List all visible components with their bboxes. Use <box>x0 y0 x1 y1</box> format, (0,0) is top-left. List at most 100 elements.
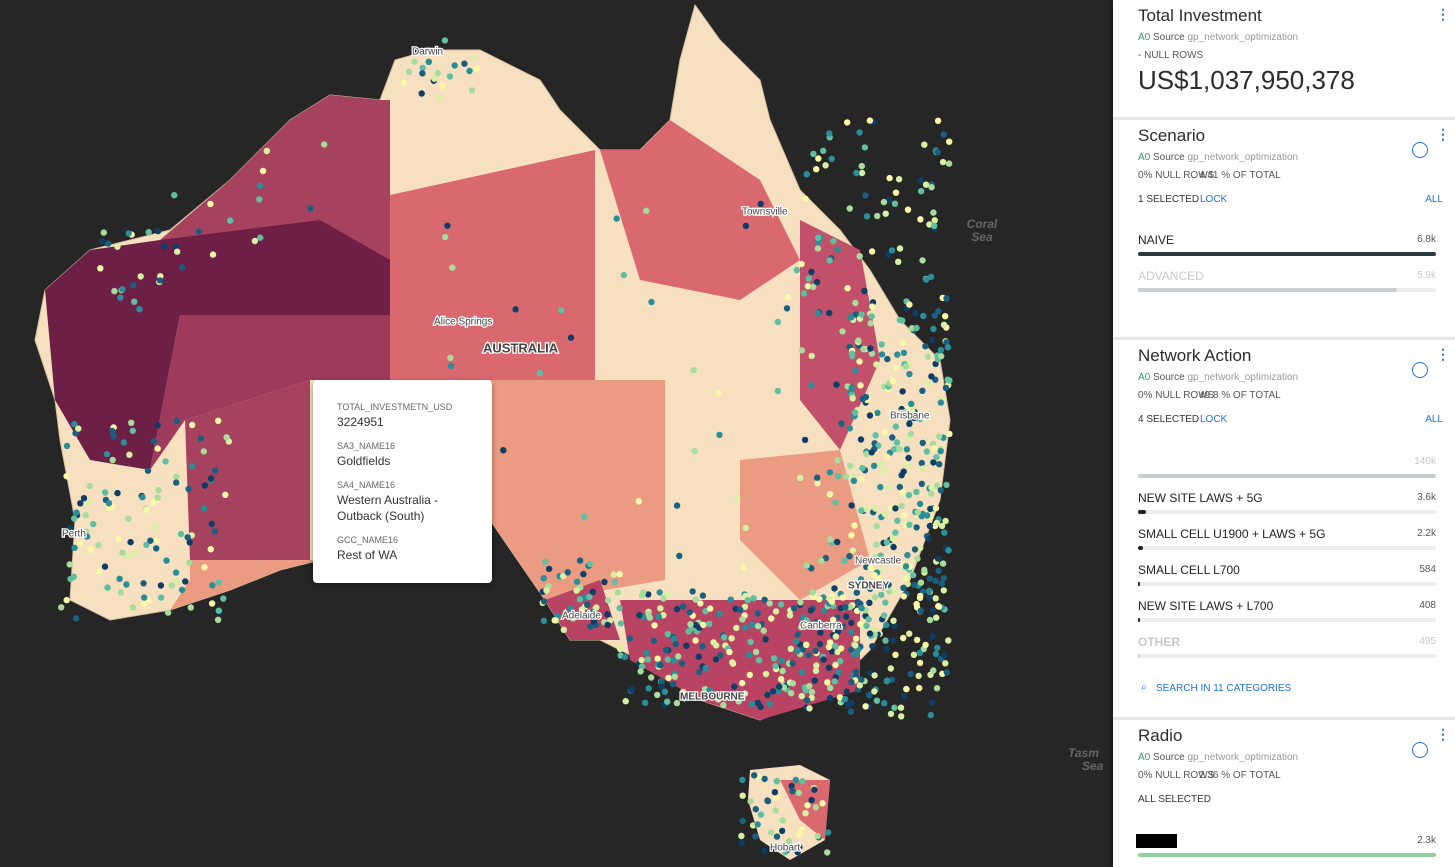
widget-menu[interactable]: ⋮ <box>1436 726 1450 742</box>
site-dot <box>536 369 543 377</box>
category-name[interactable]: ADVANCED <box>1138 269 1204 283</box>
site-dot <box>692 621 700 629</box>
category-bar[interactable] <box>1138 582 1140 586</box>
site-dot <box>866 117 874 124</box>
site-dot <box>945 637 952 644</box>
site-dot <box>916 594 924 602</box>
site-dot <box>917 607 924 615</box>
site-dot <box>912 310 919 317</box>
all-button[interactable]: ALL <box>1425 194 1443 205</box>
site-dot <box>70 573 78 580</box>
site-dot <box>945 160 953 167</box>
site-dot <box>617 620 625 627</box>
region <box>600 120 800 300</box>
site-dot <box>877 552 884 559</box>
site-dot <box>808 796 815 804</box>
widget-menu[interactable]: ⋮ <box>1436 6 1450 22</box>
site-dot <box>162 458 169 465</box>
site-dot <box>783 305 791 312</box>
site-dot <box>689 588 696 595</box>
site-dot <box>793 638 800 645</box>
site-dot <box>451 62 458 69</box>
site-dot <box>419 70 426 77</box>
site-dot <box>587 612 594 619</box>
site-dot <box>747 798 754 805</box>
category-name[interactable]: SMALL CELL U1900 + LAWS + 5G <box>1138 527 1326 541</box>
site-dot <box>590 618 597 625</box>
site-dot <box>636 612 643 619</box>
source-name: gp_network_optimization <box>1187 752 1299 763</box>
site-dot <box>771 789 779 796</box>
category-bar[interactable] <box>1138 288 1397 292</box>
category-name[interactable]: SMALL CELL L700 <box>1138 563 1240 577</box>
widget-menu[interactable]: ⋮ <box>1436 126 1450 142</box>
site-dot <box>752 833 759 840</box>
lock-button[interactable]: LOCK <box>1200 194 1228 205</box>
site-dot <box>638 656 645 664</box>
site-dot <box>72 615 80 622</box>
category-name[interactable]: NAIVE <box>1138 233 1175 247</box>
category-bar[interactable] <box>1138 853 1436 857</box>
site-dot <box>512 306 519 313</box>
site-dot <box>866 412 874 419</box>
map: Darwin Townsville Coral Sea Alice Spring… <box>34 3 1104 860</box>
site-dot <box>938 580 945 587</box>
site-dot <box>735 698 742 705</box>
site-dot <box>916 415 924 423</box>
site-dot <box>917 188 925 195</box>
site-dot <box>935 567 942 575</box>
category-bar[interactable] <box>1138 618 1140 622</box>
site-dot <box>869 643 876 650</box>
site-dot <box>808 352 815 360</box>
category-name[interactable]: NEW SITE LAWS + 5G <box>1138 491 1263 505</box>
site-dot <box>896 316 904 324</box>
category-bar[interactable] <box>1138 474 1436 478</box>
category-bar[interactable] <box>1138 654 1140 658</box>
category-bar[interactable] <box>1138 252 1436 256</box>
site-dot <box>757 811 765 818</box>
widget-menu[interactable]: ⋮ <box>1436 346 1450 362</box>
site-dot <box>828 155 835 162</box>
site-dot <box>803 562 810 569</box>
color-by-button[interactable] <box>1412 142 1428 158</box>
site-dot <box>461 60 468 67</box>
site-dot <box>887 710 895 718</box>
site-dot <box>834 538 841 546</box>
site-dot <box>611 578 619 586</box>
site-dot <box>878 351 886 358</box>
site-dot <box>195 228 203 235</box>
site-dot <box>798 692 805 700</box>
site-dot <box>779 817 786 824</box>
color-by-button[interactable] <box>1412 362 1428 378</box>
category-name[interactable]: NEW SITE LAWS + L700 <box>1138 599 1274 613</box>
site-dot <box>890 543 897 551</box>
site-dot <box>628 686 636 693</box>
site-dot <box>405 68 413 76</box>
category-bar[interactable] <box>1138 510 1146 514</box>
site-dot <box>852 367 859 374</box>
site-dot <box>930 459 937 466</box>
category-name[interactable]: OTHER <box>1138 635 1180 649</box>
site-dot <box>885 484 892 491</box>
site-dot <box>809 589 816 596</box>
site-dot <box>157 582 165 589</box>
search-categories[interactable]: SEARCH IN 11 CATEGORIES <box>1156 683 1292 694</box>
lock-button[interactable]: LOCK <box>1200 414 1228 425</box>
site-dot <box>803 171 810 178</box>
source-label: Source <box>1153 372 1185 383</box>
site-dot <box>910 651 918 658</box>
site-dot <box>900 512 907 519</box>
site-dot <box>923 448 930 455</box>
site-dot <box>825 643 833 651</box>
site-dot <box>863 213 871 220</box>
all-button[interactable]: ALL <box>1425 414 1443 425</box>
site-dot <box>926 587 933 595</box>
site-dot <box>751 772 758 779</box>
category-bar[interactable] <box>1138 546 1143 550</box>
site-dot <box>793 266 800 274</box>
source-label: Source <box>1153 32 1185 43</box>
color-by-button[interactable] <box>1412 742 1428 758</box>
site-dot <box>114 489 121 497</box>
site-dot <box>926 575 934 582</box>
site-dot <box>767 829 775 836</box>
